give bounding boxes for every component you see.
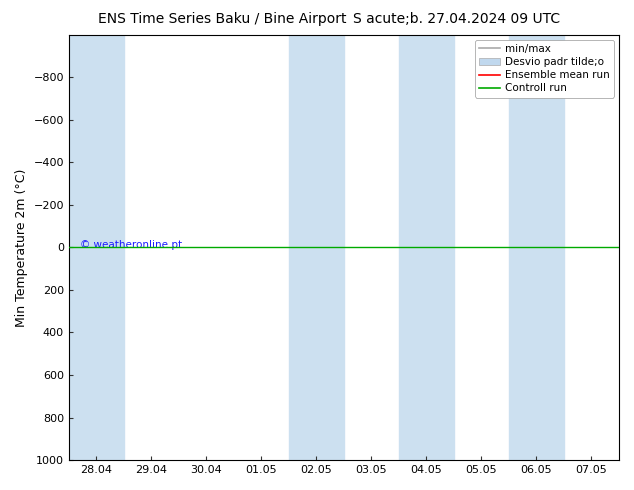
Text: ENS Time Series Baku / Bine Airport: ENS Time Series Baku / Bine Airport <box>98 12 346 26</box>
Y-axis label: Min Temperature 2m (°C): Min Temperature 2m (°C) <box>15 168 28 326</box>
Legend: min/max, Desvio padr tilde;o, Ensemble mean run, Controll run: min/max, Desvio padr tilde;o, Ensemble m… <box>475 40 614 98</box>
Bar <box>69 35 124 460</box>
Bar <box>289 35 344 460</box>
Text: S acute;b. 27.04.2024 09 UTC: S acute;b. 27.04.2024 09 UTC <box>353 12 560 26</box>
Text: © weatheronline.pt: © weatheronline.pt <box>80 240 182 250</box>
Bar <box>509 35 564 460</box>
Bar <box>399 35 454 460</box>
